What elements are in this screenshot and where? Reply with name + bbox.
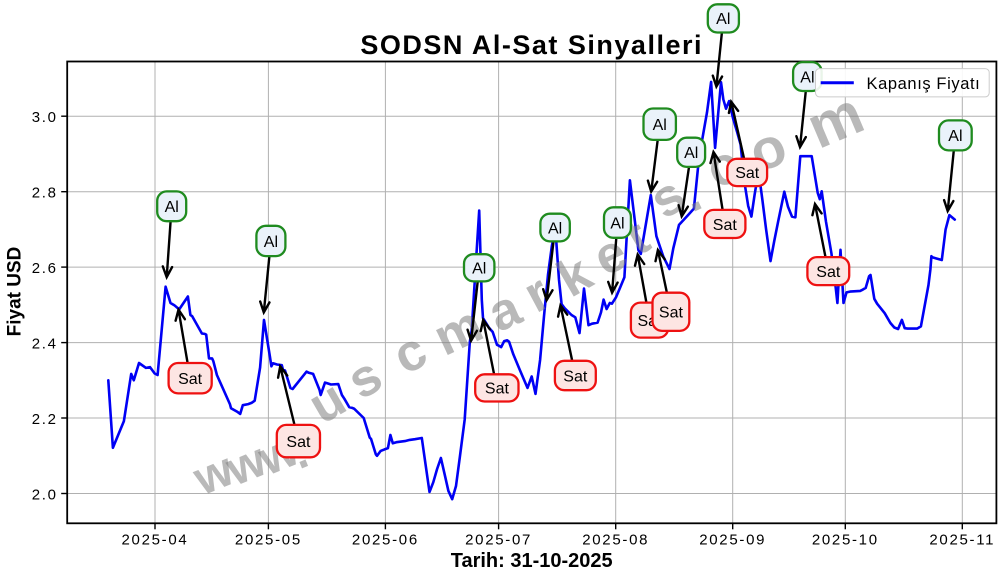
svg-text:Sat: Sat [286,434,311,451]
svg-text:Sat: Sat [713,217,738,234]
svg-text:Al: Al [548,220,562,237]
svg-text:Al: Al [684,145,698,162]
svg-text:Sat: Sat [735,165,760,182]
svg-text:SODSN Al-Sat Sinyalleri: SODSN Al-Sat Sinyalleri [360,30,703,60]
svg-text:Fiyat USD: Fiyat USD [5,247,26,337]
svg-text:Al: Al [472,261,486,278]
svg-text:Al: Al [800,69,814,86]
svg-text:Sat: Sat [659,305,684,322]
svg-text:2025-06: 2025-06 [352,532,419,549]
svg-text:2025-07: 2025-07 [465,532,532,549]
svg-text:Kapanış Fiyatı: Kapanış Fiyatı [867,75,981,93]
svg-text:Al: Al [610,215,624,232]
svg-text:2.6: 2.6 [32,260,58,277]
svg-text:Al: Al [948,128,962,145]
svg-text:3.0: 3.0 [32,109,58,126]
svg-text:2025-04: 2025-04 [122,532,189,549]
svg-text:Sat: Sat [178,371,203,388]
svg-text:Al: Al [716,11,730,28]
svg-text:2.4: 2.4 [32,336,58,353]
svg-text:Tarih: 31-10-2025: Tarih: 31-10-2025 [451,550,613,572]
svg-text:Al: Al [165,199,179,216]
svg-text:Al: Al [653,117,667,134]
svg-text:2.2: 2.2 [32,411,58,428]
svg-text:Sat: Sat [563,368,588,385]
svg-text:Sat: Sat [485,381,510,398]
svg-text:2025-05: 2025-05 [235,532,302,549]
svg-text:2.8: 2.8 [32,185,58,202]
svg-text:2025-08: 2025-08 [582,532,649,549]
svg-text:2025-09: 2025-09 [699,532,766,549]
svg-text:2.0: 2.0 [32,487,58,504]
svg-text:2025-10: 2025-10 [812,532,879,549]
svg-text:2025-11: 2025-11 [929,532,995,549]
svg-text:Sat: Sat [816,264,841,281]
svg-text:Al: Al [264,234,278,251]
